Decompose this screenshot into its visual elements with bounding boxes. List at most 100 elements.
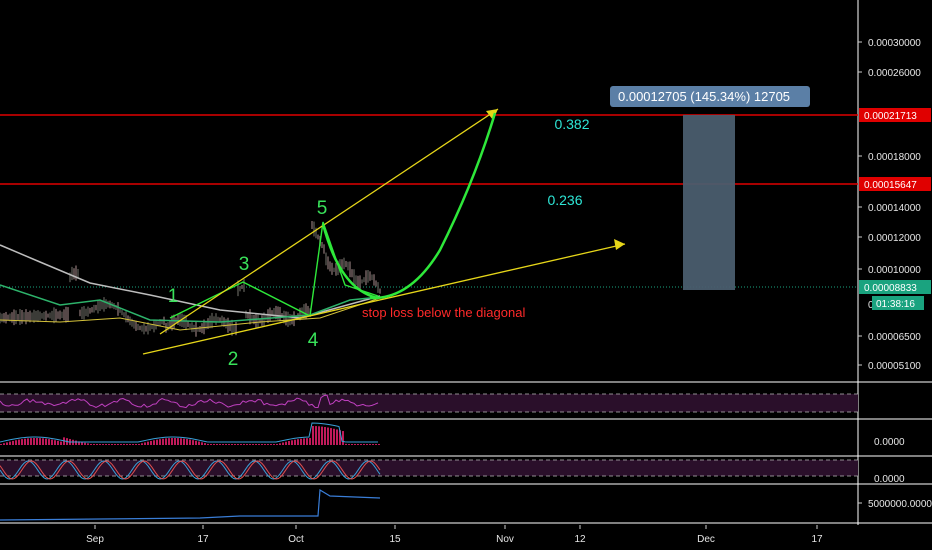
macd-bar xyxy=(81,442,83,445)
macd-bar xyxy=(42,438,44,445)
macd-bar xyxy=(93,444,95,445)
macd-bar xyxy=(342,431,344,445)
macd-bar xyxy=(162,438,164,445)
macd-bar xyxy=(78,441,80,445)
stoch-d-line xyxy=(0,460,381,480)
countdown-box xyxy=(872,296,924,310)
pane-label: 0.0000 xyxy=(874,474,905,485)
macd-bar xyxy=(270,444,272,445)
macd-bar xyxy=(189,439,191,445)
macd-bar xyxy=(159,439,161,445)
wave-label: 3 xyxy=(239,254,250,275)
lower-trendline-arrow xyxy=(614,239,625,250)
macd-bar xyxy=(228,444,230,445)
obv-line xyxy=(0,488,381,521)
macd-bar xyxy=(3,443,5,445)
macd-bar xyxy=(219,444,221,445)
measure-range-box xyxy=(683,115,735,290)
price-tick-label: 0.00026000 xyxy=(868,68,921,79)
macd-bar xyxy=(195,440,197,445)
macd-bar xyxy=(348,444,350,445)
moving-average-line xyxy=(0,284,381,323)
macd-bar xyxy=(114,444,116,445)
macd-bar xyxy=(183,438,185,445)
macd-bar xyxy=(48,439,50,445)
macd-bar xyxy=(24,438,26,445)
macd-bar xyxy=(90,444,92,445)
fib-label: 0.382 xyxy=(554,116,589,132)
macd-bar xyxy=(12,440,14,445)
price-tag-value: 0.00021713 xyxy=(864,111,917,122)
macd-bar xyxy=(96,444,98,445)
macd-bar xyxy=(126,444,128,445)
macd-bar xyxy=(213,444,215,445)
macd-bar xyxy=(147,441,149,445)
macd-bar xyxy=(21,439,23,445)
macd-bar xyxy=(315,426,317,445)
macd-bar xyxy=(120,444,122,445)
macd-bar xyxy=(186,439,188,445)
rsi-band xyxy=(0,394,858,412)
macd-bar xyxy=(231,444,233,445)
projection-curve xyxy=(369,112,497,300)
price-tag-value: 0.00015647 xyxy=(864,180,917,191)
measure-label-box xyxy=(610,86,810,107)
macd-bar xyxy=(210,444,212,445)
macd-bar xyxy=(345,443,347,445)
price-tag-box xyxy=(859,177,931,191)
macd-bar xyxy=(222,444,224,445)
macd-bar xyxy=(225,444,227,445)
macd-bar xyxy=(267,444,269,445)
macd-bar xyxy=(360,444,362,445)
pane-label: 0.0000 xyxy=(874,437,905,448)
stoch-k-line xyxy=(0,460,381,480)
macd-bar xyxy=(168,438,170,445)
macd-bar xyxy=(60,441,62,445)
time-tick-label: 15 xyxy=(389,534,401,545)
macd-bar xyxy=(249,444,251,445)
macd-bar xyxy=(39,438,41,445)
macd-bar xyxy=(84,442,86,445)
macd-bar xyxy=(378,444,380,445)
macd-bar xyxy=(294,439,296,445)
macd-bar xyxy=(204,443,206,445)
macd-bar xyxy=(105,444,107,445)
macd-bar xyxy=(246,444,248,445)
macd-bar xyxy=(135,444,137,445)
macd-bar xyxy=(27,438,29,445)
time-tick-label: Oct xyxy=(288,534,304,545)
macd-bar xyxy=(99,444,101,445)
macd-bar xyxy=(192,440,194,445)
macd-bar xyxy=(282,442,284,445)
time-tick-label: Sep xyxy=(86,534,104,545)
macd-bar xyxy=(255,444,257,445)
price-tick-label: 0.00030000 xyxy=(868,38,921,49)
macd-bar xyxy=(312,426,314,445)
macd-bar xyxy=(123,444,125,445)
pane-label: 5000000.0000 xyxy=(868,499,932,510)
macd-bar xyxy=(201,442,203,445)
wave-label: 2 xyxy=(228,349,239,370)
price-tick-label: 0.00012000 xyxy=(868,233,921,244)
macd-bar xyxy=(30,438,32,445)
macd-bar xyxy=(0,444,2,445)
time-tick-label: 17 xyxy=(197,534,209,545)
time-tick-label: Dec xyxy=(697,534,715,545)
macd-bar xyxy=(18,439,20,445)
macd-bar xyxy=(234,444,236,445)
macd-bar xyxy=(174,438,176,445)
macd-bar xyxy=(276,444,278,445)
wave-5-decline-curve xyxy=(321,223,379,300)
macd-bar xyxy=(75,440,77,445)
time-tick-label: Nov xyxy=(496,534,514,545)
macd-bar xyxy=(279,443,281,445)
macd-bar xyxy=(357,444,359,445)
macd-bar xyxy=(6,442,8,445)
wave-label: 4 xyxy=(308,330,319,351)
macd-bar xyxy=(216,444,218,445)
macd-bar xyxy=(198,441,200,445)
macd-bar xyxy=(57,440,59,445)
macd-bar xyxy=(243,444,245,445)
macd-bar xyxy=(141,443,143,445)
